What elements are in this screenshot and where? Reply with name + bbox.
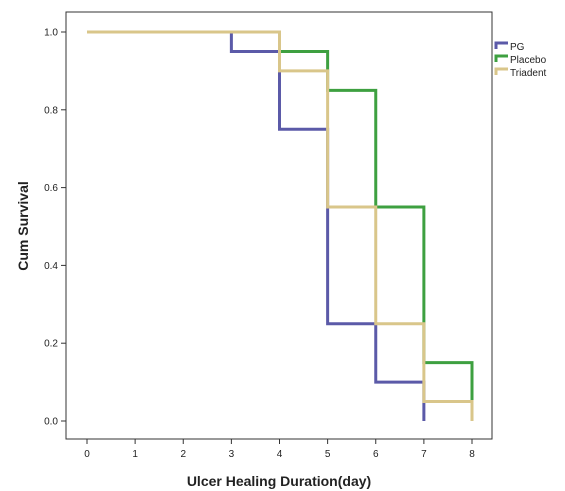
x-tick-label: 6 bbox=[373, 449, 379, 460]
y-tick-label: 1.0 bbox=[44, 28, 58, 39]
x-tick-label: 8 bbox=[469, 449, 475, 460]
legend-swatch bbox=[494, 54, 508, 62]
x-tick-label: 4 bbox=[277, 449, 283, 460]
legend-swatch bbox=[494, 67, 508, 75]
x-tick-label: 5 bbox=[325, 449, 331, 460]
y-tick-label: 0.8 bbox=[44, 105, 58, 116]
legend-label: Triadent bbox=[510, 68, 547, 79]
y-axis-title: Cum Survival bbox=[15, 181, 31, 270]
x-tick-label: 3 bbox=[229, 449, 235, 460]
legend: PG Placebo Triadent bbox=[494, 41, 547, 79]
series-line-triadent bbox=[87, 30, 474, 421]
x-tick-label: 0 bbox=[84, 449, 90, 460]
x-tick-label: 7 bbox=[421, 449, 427, 460]
y-tick-label: 0.6 bbox=[44, 183, 58, 194]
x-tick-label: 1 bbox=[132, 449, 138, 460]
y-tick-label: 0.0 bbox=[44, 417, 58, 428]
series-layer bbox=[87, 30, 474, 421]
y-axis: 0.0 0.2 0.4 0.6 0.8 1.0 bbox=[44, 28, 66, 428]
x-tick-label: 2 bbox=[180, 449, 186, 460]
x-axis: 0 1 2 3 4 5 6 7 8 bbox=[84, 439, 475, 460]
y-tick-label: 0.4 bbox=[44, 261, 58, 272]
legend-label: PG bbox=[510, 42, 525, 53]
legend-label: Placebo bbox=[510, 55, 547, 66]
y-tick-label: 0.2 bbox=[44, 339, 58, 350]
x-axis-title: Ulcer Healing Duration(day) bbox=[187, 473, 371, 489]
legend-swatch bbox=[494, 41, 508, 49]
